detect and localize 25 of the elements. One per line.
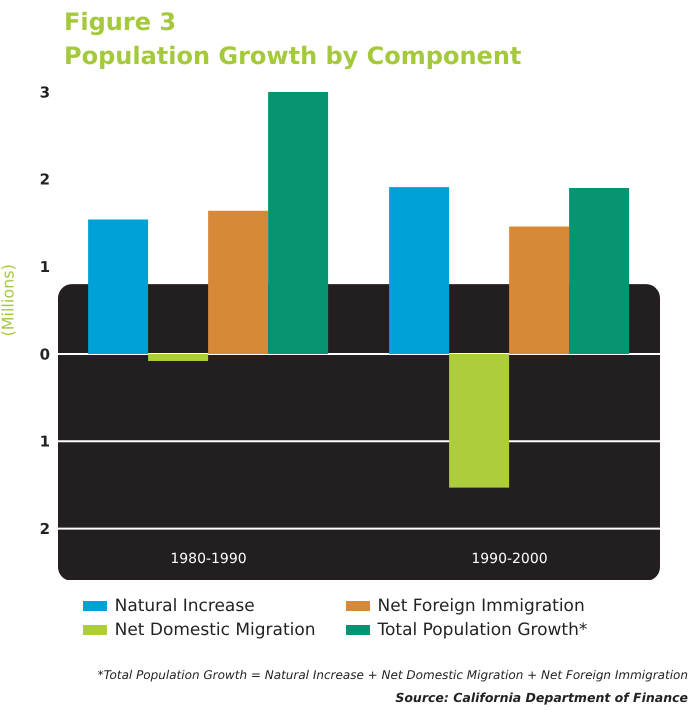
text: *Total Population Growth = Natural Increase + Net Domestic Migration + Net Foreign Immigration bbox=[96, 668, 689, 682]
y-tick-label: 2 bbox=[40, 520, 50, 538]
chart-subtitle: Population Growth by Component bbox=[63, 41, 522, 72]
chart-title: Figure 3 bbox=[63, 7, 178, 38]
y-tick-label: 1 bbox=[40, 432, 50, 451]
bar bbox=[88, 219, 148, 354]
legend-label: Natural Increase bbox=[114, 596, 256, 616]
x-tick-label: 1980-1990 bbox=[170, 550, 247, 567]
legend-label: Net Domestic Migration bbox=[114, 620, 316, 640]
legend-label: Total Population Growth* bbox=[376, 620, 588, 640]
y-tick-label: 0 bbox=[40, 345, 50, 364]
bar bbox=[449, 354, 510, 488]
bar bbox=[268, 92, 328, 354]
y-tick-label: 1 bbox=[40, 258, 50, 276]
bar bbox=[569, 188, 630, 354]
y-tick-label: 2 bbox=[40, 170, 50, 189]
bar bbox=[509, 226, 570, 354]
bar bbox=[208, 210, 268, 354]
bar bbox=[389, 187, 450, 354]
y-tick-label: 3 bbox=[40, 83, 50, 102]
bar bbox=[148, 354, 208, 361]
source-note: Source: California Department of Finance bbox=[394, 690, 689, 705]
x-tick-label: 1990-2000 bbox=[471, 550, 548, 567]
y-axis-title: (Millions) bbox=[0, 264, 18, 336]
legend-label: Net Foreign Immigration bbox=[376, 596, 586, 616]
